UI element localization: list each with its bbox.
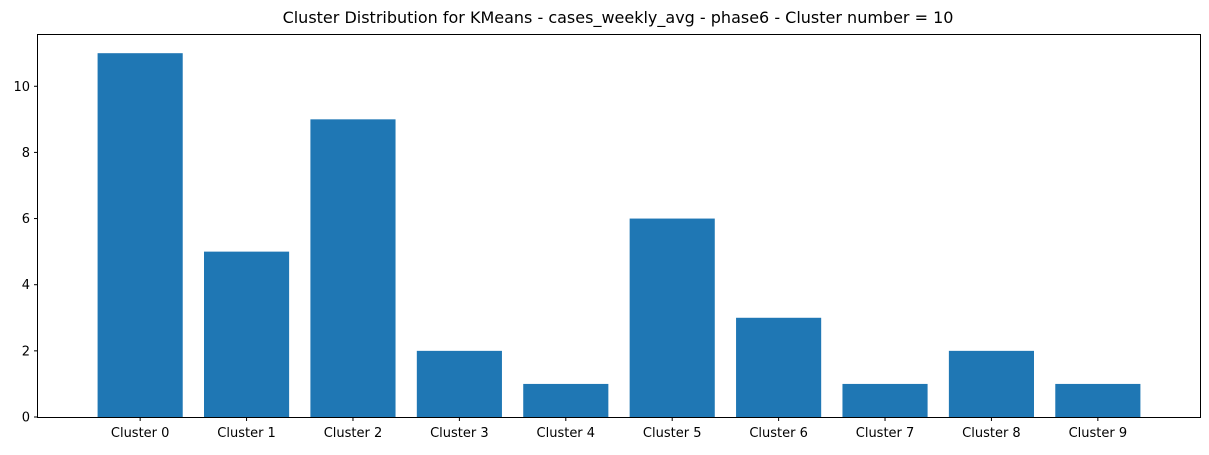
y-tick-label-5: 10 bbox=[13, 80, 30, 95]
x-tick-label-4: Cluster 4 bbox=[537, 426, 596, 441]
x-tick-label-2: Cluster 2 bbox=[324, 426, 383, 441]
x-tick-label-0: Cluster 0 bbox=[111, 426, 170, 441]
chart-title: Cluster Distribution for KMeans - cases_… bbox=[283, 8, 954, 28]
bar-9 bbox=[1055, 383, 1141, 417]
x-tick-label-8: Cluster 8 bbox=[962, 426, 1021, 441]
y-tick-label-1: 2 bbox=[22, 344, 30, 359]
x-tick-label-7: Cluster 7 bbox=[856, 426, 915, 441]
plot-frame bbox=[37, 34, 1201, 418]
bar-1 bbox=[204, 251, 290, 417]
y-tick-label-0: 0 bbox=[22, 411, 30, 426]
bar-4 bbox=[523, 383, 609, 417]
y-axis: 0 2 4 6 8 10 bbox=[13, 80, 38, 426]
bars-layer bbox=[97, 53, 1141, 418]
x-tick-label-9: Cluster 9 bbox=[1069, 426, 1128, 441]
x-tick-label-6: Cluster 6 bbox=[749, 426, 808, 441]
bar-5 bbox=[629, 218, 715, 417]
x-tick-label-5: Cluster 5 bbox=[643, 426, 702, 441]
bar-7 bbox=[842, 383, 928, 417]
y-tick-label-2: 4 bbox=[22, 278, 30, 293]
y-tick-label-3: 6 bbox=[22, 212, 30, 227]
bar-8 bbox=[948, 350, 1034, 417]
bar-2 bbox=[310, 119, 396, 418]
x-tick-label-1: Cluster 1 bbox=[217, 426, 276, 441]
bar-3 bbox=[416, 350, 502, 417]
x-axis: Cluster 0 Cluster 1 Cluster 2 Cluster 3 Clus… bbox=[111, 417, 1127, 441]
bar-0 bbox=[97, 53, 183, 417]
bar-6 bbox=[736, 317, 822, 417]
y-tick-label-4: 8 bbox=[22, 146, 30, 161]
x-tick-label-3: Cluster 3 bbox=[430, 426, 489, 441]
